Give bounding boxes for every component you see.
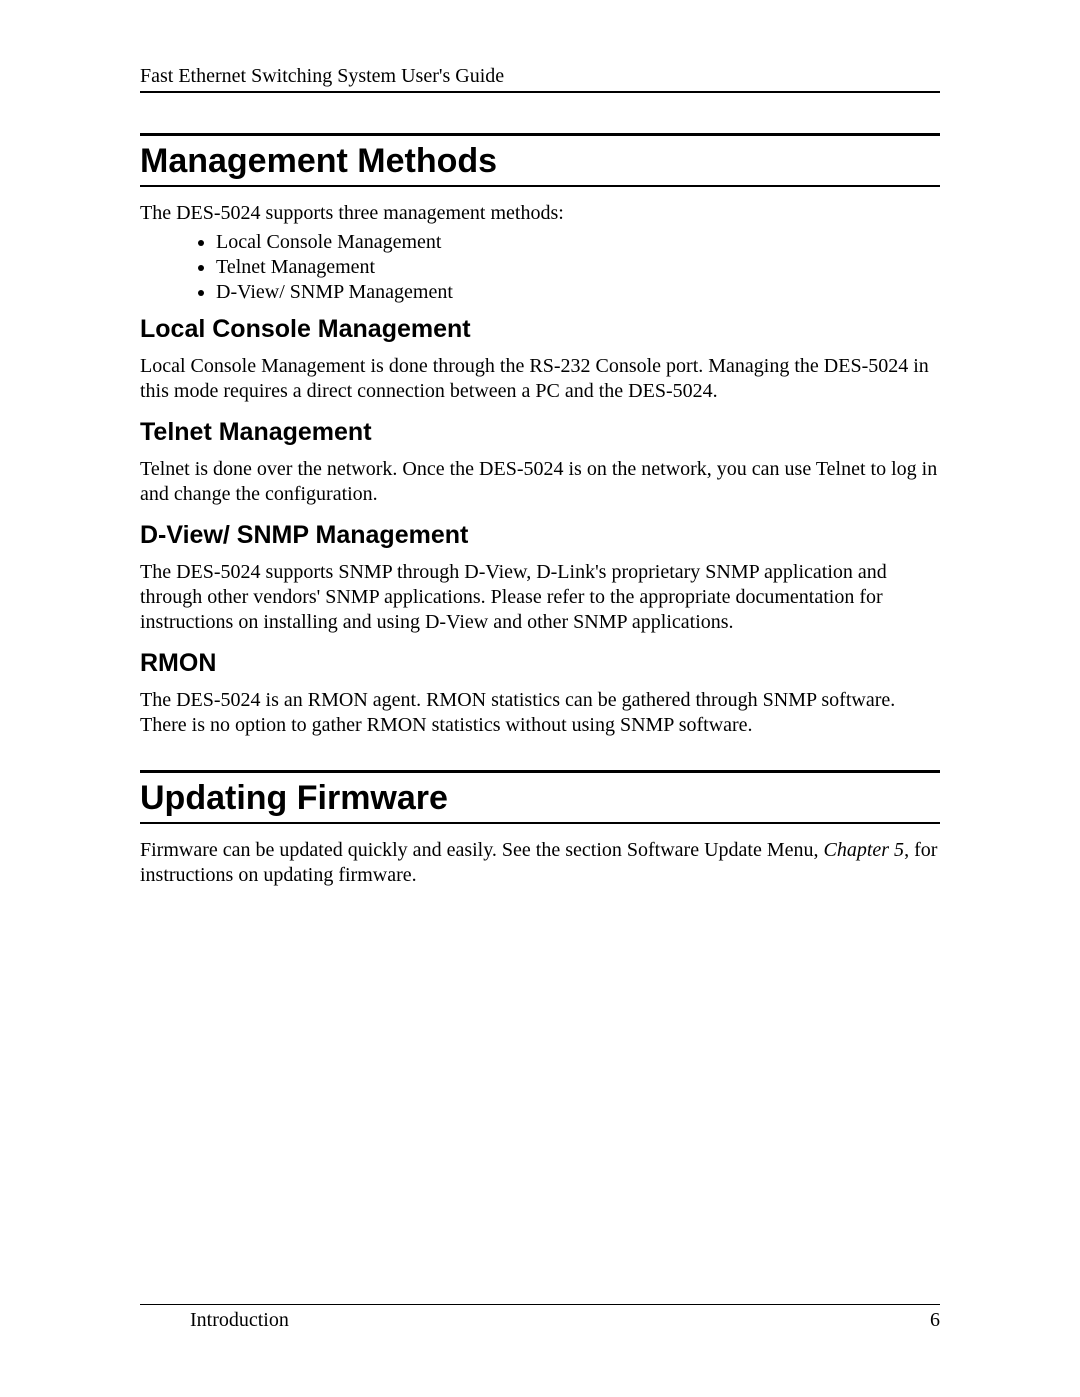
- body-updating-firmware: Firmware can be updated quickly and easi…: [140, 838, 940, 888]
- body-rmon: The DES-5024 is an RMON agent. RMON stat…: [140, 688, 940, 738]
- page-footer: Introduction 6: [140, 1304, 940, 1332]
- list-item: Telnet Management: [216, 255, 940, 280]
- subsection-rmon: RMON The DES-5024 is an RMON agent. RMON…: [140, 649, 940, 738]
- heading-rmon: RMON: [140, 649, 940, 678]
- chapter-reference: Chapter 5: [824, 839, 905, 861]
- subsection-telnet: Telnet Management Telnet is done over th…: [140, 418, 940, 507]
- body-local-console: Local Console Management is done through…: [140, 354, 940, 404]
- header-title: Fast Ethernet Switching System User's Gu…: [140, 65, 504, 87]
- subsection-local-console: Local Console Management Local Console M…: [140, 315, 940, 404]
- footer-section-name: Introduction: [140, 1309, 289, 1332]
- body-telnet: Telnet is done over the network. Once th…: [140, 457, 940, 507]
- heading-updating-firmware: Updating Firmware: [140, 770, 940, 824]
- page-header: Fast Ethernet Switching System User's Gu…: [140, 65, 940, 93]
- heading-telnet: Telnet Management: [140, 418, 940, 447]
- firmware-text-pre: Firmware can be updated quickly and easi…: [140, 839, 824, 861]
- section-management-methods: Management Methods The DES-5024 supports…: [140, 133, 940, 738]
- intro-paragraph: The DES-5024 supports three management m…: [140, 201, 940, 226]
- footer-page-number: 6: [930, 1309, 940, 1332]
- document-page: Fast Ethernet Switching System User's Gu…: [0, 0, 1080, 1397]
- section-updating-firmware: Updating Firmware Firmware can be update…: [140, 770, 940, 888]
- list-item: Local Console Management: [216, 230, 940, 255]
- methods-bullet-list: Local Console Management Telnet Manageme…: [216, 230, 940, 305]
- heading-dview-snmp: D-View/ SNMP Management: [140, 521, 940, 550]
- list-item: D-View/ SNMP Management: [216, 280, 940, 305]
- body-dview-snmp: The DES-5024 supports SNMP through D-Vie…: [140, 560, 940, 635]
- heading-management-methods: Management Methods: [140, 133, 940, 187]
- heading-local-console: Local Console Management: [140, 315, 940, 344]
- subsection-dview-snmp: D-View/ SNMP Management The DES-5024 sup…: [140, 521, 940, 635]
